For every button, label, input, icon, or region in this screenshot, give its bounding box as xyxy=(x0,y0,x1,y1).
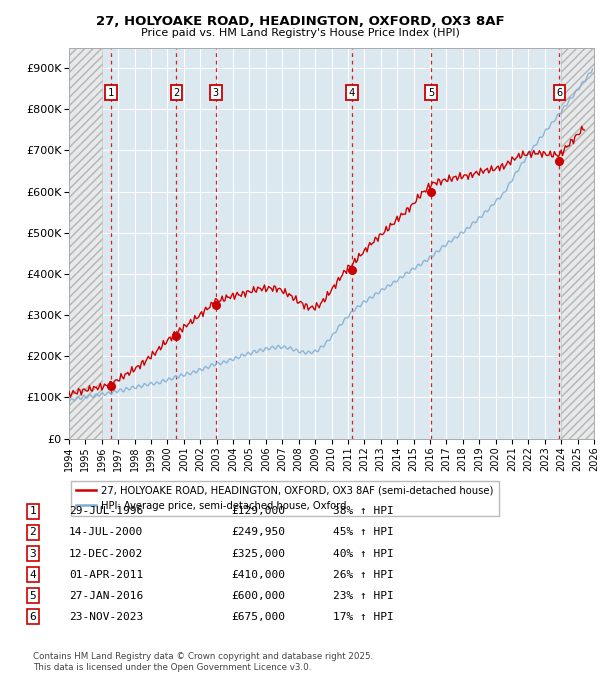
Text: 26% ↑ HPI: 26% ↑ HPI xyxy=(333,570,394,579)
Text: 3: 3 xyxy=(213,88,219,98)
Text: 3: 3 xyxy=(29,549,37,558)
Text: 23% ↑ HPI: 23% ↑ HPI xyxy=(333,591,394,600)
Text: Price paid vs. HM Land Registry's House Price Index (HPI): Price paid vs. HM Land Registry's House … xyxy=(140,27,460,37)
Text: 23-NOV-2023: 23-NOV-2023 xyxy=(69,612,143,622)
Text: 4: 4 xyxy=(349,88,355,98)
Text: 14-JUL-2000: 14-JUL-2000 xyxy=(69,528,143,537)
Text: 1: 1 xyxy=(108,88,114,98)
Text: £325,000: £325,000 xyxy=(231,549,285,558)
Text: £249,950: £249,950 xyxy=(231,528,285,537)
Text: £600,000: £600,000 xyxy=(231,591,285,600)
Text: 38% ↑ HPI: 38% ↑ HPI xyxy=(333,507,394,516)
Text: 5: 5 xyxy=(29,591,37,600)
Text: 27, HOLYOAKE ROAD, HEADINGTON, OXFORD, OX3 8AF: 27, HOLYOAKE ROAD, HEADINGTON, OXFORD, O… xyxy=(95,15,505,28)
Text: 17% ↑ HPI: 17% ↑ HPI xyxy=(333,612,394,622)
Text: 27-JAN-2016: 27-JAN-2016 xyxy=(69,591,143,600)
Text: 6: 6 xyxy=(29,612,37,622)
Text: 45% ↑ HPI: 45% ↑ HPI xyxy=(333,528,394,537)
Text: £410,000: £410,000 xyxy=(231,570,285,579)
Text: 5: 5 xyxy=(428,88,434,98)
Text: 12-DEC-2002: 12-DEC-2002 xyxy=(69,549,143,558)
Text: 2: 2 xyxy=(173,88,179,98)
Legend: 27, HOLYOAKE ROAD, HEADINGTON, OXFORD, OX3 8AF (semi-detached house), HPI: Avera: 27, HOLYOAKE ROAD, HEADINGTON, OXFORD, O… xyxy=(71,481,499,515)
Text: £675,000: £675,000 xyxy=(231,612,285,622)
Text: 1: 1 xyxy=(29,507,37,516)
Text: 40% ↑ HPI: 40% ↑ HPI xyxy=(333,549,394,558)
Text: 29-JUL-1996: 29-JUL-1996 xyxy=(69,507,143,516)
Text: 6: 6 xyxy=(556,88,563,98)
Text: 01-APR-2011: 01-APR-2011 xyxy=(69,570,143,579)
Text: 2: 2 xyxy=(29,528,37,537)
Text: Contains HM Land Registry data © Crown copyright and database right 2025.
This d: Contains HM Land Registry data © Crown c… xyxy=(33,652,373,672)
Text: £129,000: £129,000 xyxy=(231,507,285,516)
Text: 4: 4 xyxy=(29,570,37,579)
